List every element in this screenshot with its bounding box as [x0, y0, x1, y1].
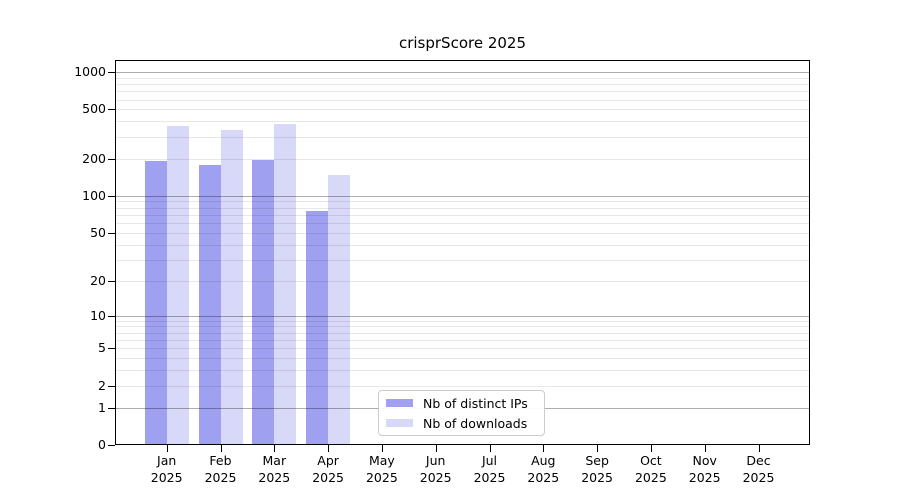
minor-gridline-600 [116, 99, 809, 101]
bar-distinct-ips-jan [144, 161, 167, 444]
y-tick-0 [108, 445, 115, 446]
minor-gridline-400 [116, 121, 809, 123]
minor-gridline-700 [116, 91, 809, 93]
x-tick-sep [597, 445, 599, 452]
bar-downloads-mar [274, 124, 297, 444]
minor-gridline-90 [116, 201, 809, 203]
x-tick-oct [650, 445, 652, 452]
minor-gridline-4 [116, 358, 809, 360]
y-tick-1 [108, 407, 115, 409]
bar-distinct-ips-apr [306, 211, 329, 444]
legend-swatch-distinct-ips [386, 399, 413, 407]
y-tick-label-20: 20 [90, 272, 106, 288]
major-gridline-1000 [116, 72, 809, 73]
minor-gridline-7 [116, 332, 809, 334]
bar-downloads-apr [328, 174, 351, 444]
bar-downloads-jan [166, 125, 189, 444]
y-tick-5 [108, 348, 115, 350]
major-gridline-100 [116, 195, 809, 197]
x-tick-mar [274, 445, 276, 452]
x-tick-dec [758, 445, 760, 452]
y-tick-10 [108, 315, 115, 317]
y-tick-label-1000: 1000 [74, 64, 106, 79]
y-tick-2 [108, 385, 115, 387]
legend-label-downloads: Nb of downloads [423, 415, 528, 431]
x-tick-label-jun: Jun 2025 [419, 453, 452, 485]
legend-label-distinct-ips: Nb of distinct IPs [423, 395, 528, 411]
bar-distinct-ips-feb [198, 164, 221, 444]
minor-gridline-50 [116, 232, 809, 234]
x-tick-label-nov: Nov 2025 [688, 453, 721, 485]
minor-gridline-3 [116, 370, 809, 372]
x-tick-nov [704, 445, 706, 452]
y-tick-200 [108, 158, 115, 160]
minor-gridline-900 [116, 77, 809, 79]
legend-item-distinct-ips: Nb of distinct IPs [386, 396, 544, 411]
y-tick-1000 [108, 72, 115, 73]
y-tick-500 [108, 109, 115, 111]
x-tick-label-mar: Mar 2025 [258, 453, 291, 485]
minor-gridline-9 [116, 320, 809, 322]
x-tick-label-jan: Jan 2025 [150, 453, 183, 485]
legend-item-downloads: Nb of downloads [386, 416, 544, 431]
x-tick-label-oct: Oct 2025 [634, 453, 667, 485]
x-tick-aug [543, 445, 545, 452]
bar-downloads-feb [220, 130, 243, 444]
minor-gridline-20 [116, 280, 809, 282]
y-tick-label-2: 2 [98, 377, 106, 393]
minor-gridline-500 [116, 109, 809, 111]
x-tick-label-feb: Feb 2025 [204, 453, 237, 485]
y-tick-label-10: 10 [90, 307, 106, 323]
minor-gridline-2 [116, 385, 809, 387]
minor-gridline-30 [116, 259, 809, 261]
minor-gridline-40 [116, 244, 809, 246]
y-tick-label-500: 500 [82, 101, 106, 117]
y-tick-label-200: 200 [82, 150, 106, 166]
minor-gridline-200 [116, 158, 809, 160]
x-tick-feb [220, 445, 222, 452]
x-tick-label-aug: Aug 2025 [527, 453, 560, 485]
minor-gridline-8 [116, 326, 809, 328]
x-tick-may [381, 445, 383, 452]
y-tick-50 [108, 232, 115, 234]
minor-gridline-80 [116, 207, 809, 209]
minor-gridline-6 [116, 339, 809, 341]
major-gridline-10 [116, 315, 809, 317]
legend-swatch-downloads [386, 419, 413, 427]
x-tick-label-dec: Dec 2025 [742, 453, 775, 485]
y-tick-label-1: 1 [98, 399, 106, 415]
minor-gridline-300 [116, 136, 809, 138]
y-tick-100 [108, 195, 115, 197]
x-tick-jul [489, 445, 491, 452]
y-tick-label-5: 5 [98, 340, 106, 356]
x-tick-label-may: May 2025 [365, 453, 398, 485]
minor-gridline-800 [116, 84, 809, 86]
x-tick-jan [166, 445, 168, 452]
x-tick-label-jul: Jul 2025 [473, 453, 506, 485]
x-tick-label-sep: Sep 2025 [581, 453, 613, 485]
minor-gridline-70 [116, 214, 809, 216]
y-tick-20 [108, 280, 115, 282]
y-tick-label-50: 50 [90, 224, 106, 240]
minor-gridline-5 [116, 348, 809, 350]
y-tick-label-0: 0 [98, 437, 106, 452]
bar-distinct-ips-mar [252, 160, 275, 444]
x-tick-apr [328, 445, 330, 452]
x-tick-label-apr: Apr 2025 [312, 453, 344, 485]
x-tick-jun [435, 445, 437, 452]
legend: Nb of distinct IPs Nb of downloads [378, 390, 545, 436]
chart-title: crisprScore 2025 [398, 34, 527, 52]
minor-gridline-60 [116, 223, 809, 225]
y-tick-label-100: 100 [82, 187, 106, 203]
